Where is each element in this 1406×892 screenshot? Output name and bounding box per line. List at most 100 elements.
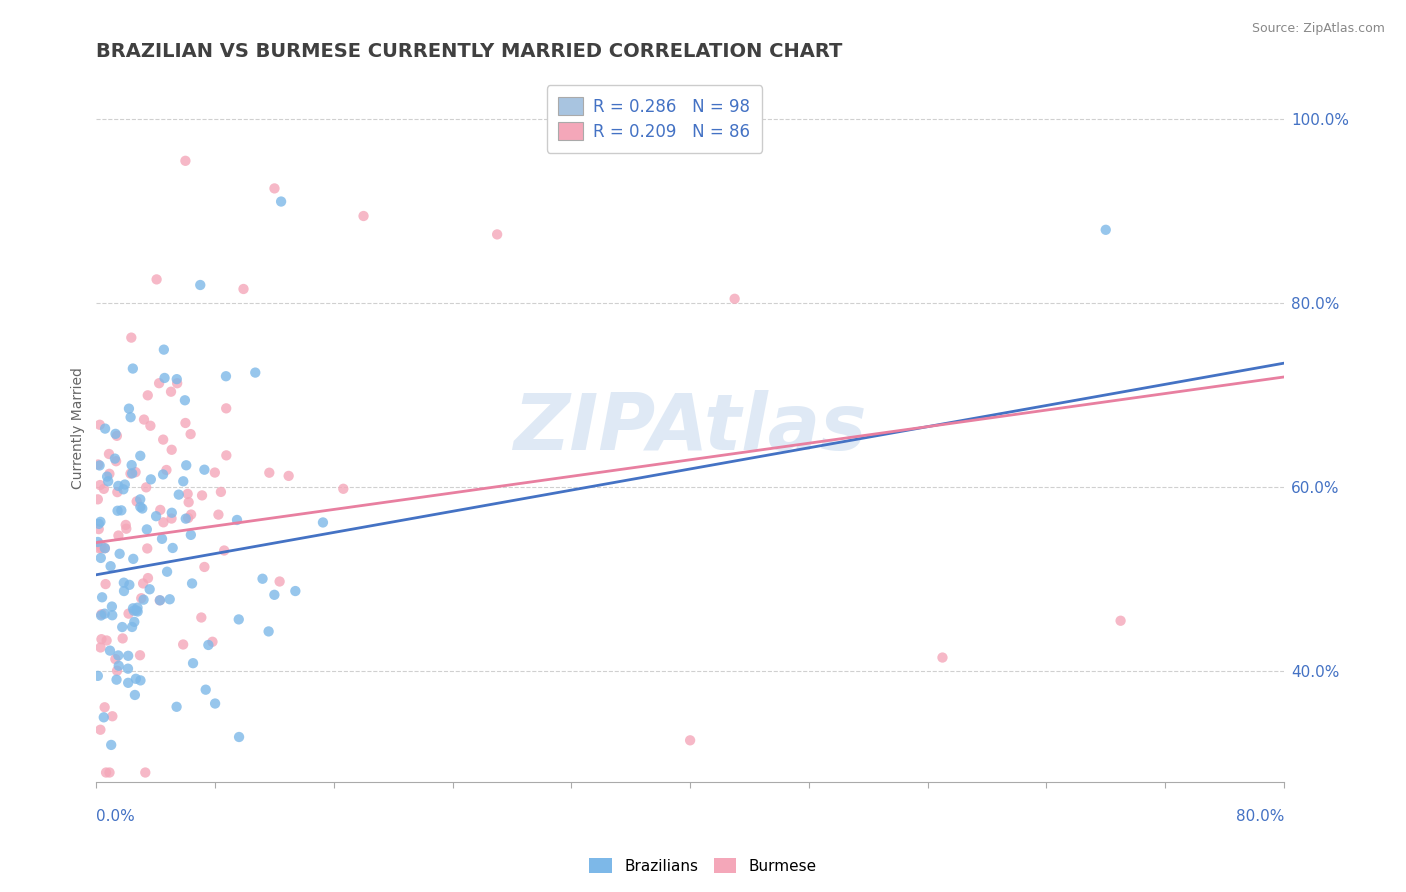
Point: [112, 483, 135, 497]
Point: [177, 511, 200, 525]
Point: [120, 330, 142, 344]
Point: [90, 538, 112, 552]
Point: [93, 700, 115, 714]
Point: [136, 541, 159, 556]
Point: [105, 664, 128, 678]
Point: [112, 575, 135, 590]
Point: [159, 592, 181, 607]
Point: [93, 482, 115, 496]
Point: [97, 475, 120, 489]
Point: [132, 576, 155, 591]
Point: [112, 584, 135, 599]
Point: [125, 672, 148, 686]
Point: [90, 632, 112, 647]
Point: [101, 608, 124, 623]
Point: [174, 393, 197, 408]
Point: [177, 495, 200, 509]
Point: [115, 522, 138, 536]
Point: [138, 582, 160, 597]
Point: [98, 467, 121, 481]
Point: [94, 541, 117, 556]
Point: [139, 418, 162, 433]
Point: [190, 610, 212, 624]
Point: [94, 541, 117, 556]
Point: [245, 366, 267, 380]
Point: [201, 634, 224, 648]
Point: [155, 463, 177, 477]
Point: [105, 485, 128, 500]
Point: [160, 506, 183, 520]
Point: [191, 488, 214, 502]
Point: [129, 492, 152, 507]
Point: [129, 673, 152, 688]
Point: [204, 466, 226, 480]
Point: [148, 376, 170, 391]
Point: [132, 592, 155, 607]
Point: [87, 522, 110, 536]
Point: [160, 384, 183, 399]
Point: [679, 733, 702, 747]
Point: [89, 541, 111, 556]
Point: [96, 633, 118, 648]
Point: [98, 765, 121, 780]
Point: [135, 480, 157, 494]
Point: [121, 458, 143, 472]
Point: [104, 451, 127, 466]
Point: [96, 469, 118, 483]
Point: [152, 467, 174, 482]
Point: [124, 465, 146, 479]
Point: [104, 652, 127, 666]
Point: [127, 605, 149, 619]
Point: [486, 227, 509, 242]
Point: [94, 421, 117, 435]
Point: [212, 543, 235, 558]
Point: [107, 648, 129, 663]
Point: [259, 466, 281, 480]
Point: [129, 449, 152, 463]
Point: [139, 472, 162, 486]
Point: [174, 458, 197, 473]
Point: [107, 528, 129, 542]
Point: [101, 709, 124, 723]
Point: [111, 620, 134, 634]
Point: [136, 388, 159, 402]
Point: [122, 604, 145, 618]
Point: [931, 650, 953, 665]
Point: [89, 640, 111, 655]
Point: [93, 607, 115, 621]
Point: [111, 632, 134, 646]
Point: [117, 662, 139, 676]
Point: [174, 416, 197, 430]
Point: [226, 513, 249, 527]
Point: [107, 658, 129, 673]
Point: [87, 458, 110, 472]
Point: [129, 591, 152, 606]
Point: [149, 503, 172, 517]
Point: [122, 552, 145, 566]
Point: [150, 532, 173, 546]
Point: [105, 429, 128, 443]
Point: [87, 535, 110, 549]
Point: [232, 282, 254, 296]
Point: [100, 559, 122, 574]
Point: [90, 608, 112, 623]
Point: [98, 643, 121, 657]
Point: [152, 516, 174, 530]
Point: [124, 688, 146, 702]
Legend: Brazilians, Burmese: Brazilians, Burmese: [583, 852, 823, 880]
Text: ZIPAtlas: ZIPAtlas: [513, 390, 868, 466]
Point: [90, 541, 112, 555]
Point: [312, 516, 335, 530]
Point: [181, 656, 204, 670]
Point: [87, 669, 110, 683]
Point: [125, 603, 148, 617]
Point: [160, 442, 183, 457]
Text: 0.0%: 0.0%: [97, 809, 135, 824]
Point: [121, 361, 143, 376]
Point: [207, 508, 229, 522]
Point: [284, 584, 307, 599]
Point: [176, 487, 198, 501]
Point: [87, 516, 110, 531]
Point: [252, 572, 274, 586]
Point: [89, 723, 111, 737]
